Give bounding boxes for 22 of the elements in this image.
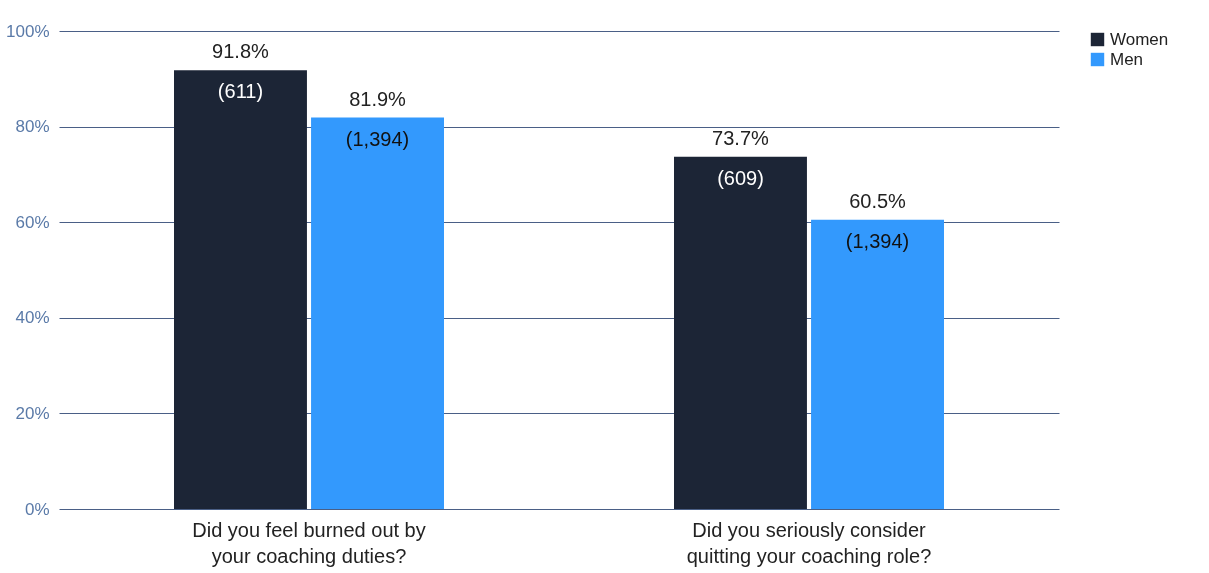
legend-label: Men: [1110, 49, 1144, 69]
y-tick-label: 60%: [15, 212, 50, 232]
legend-label: Women: [1110, 29, 1169, 49]
data-label: 91.8%: [212, 40, 270, 63]
annotation: (1,394): [345, 127, 410, 150]
annotation: (1,394): [845, 229, 910, 252]
x-tick-label: Did you seriously consider quitting your coaching role?: [686, 519, 932, 567]
annotation: (611): [217, 80, 264, 103]
y-tick-label: 0%: [24, 499, 50, 519]
bar: [174, 70, 307, 509]
bar: [311, 117, 444, 509]
y-tick-label: 80%: [15, 117, 50, 137]
x-tick-label: Did you feel burned out by your coaching duties?: [192, 519, 426, 567]
data-label: 81.9%: [349, 87, 407, 110]
bar: [811, 219, 944, 509]
y-tick-label: 100%: [6, 21, 50, 41]
y-tick-label: 20%: [15, 403, 50, 423]
data-label: 60.5%: [849, 189, 907, 212]
data-label: 73.7%: [712, 126, 770, 149]
annotation: (609): [717, 166, 764, 189]
bar: [674, 156, 807, 509]
y-tick-label: 40%: [15, 308, 50, 328]
